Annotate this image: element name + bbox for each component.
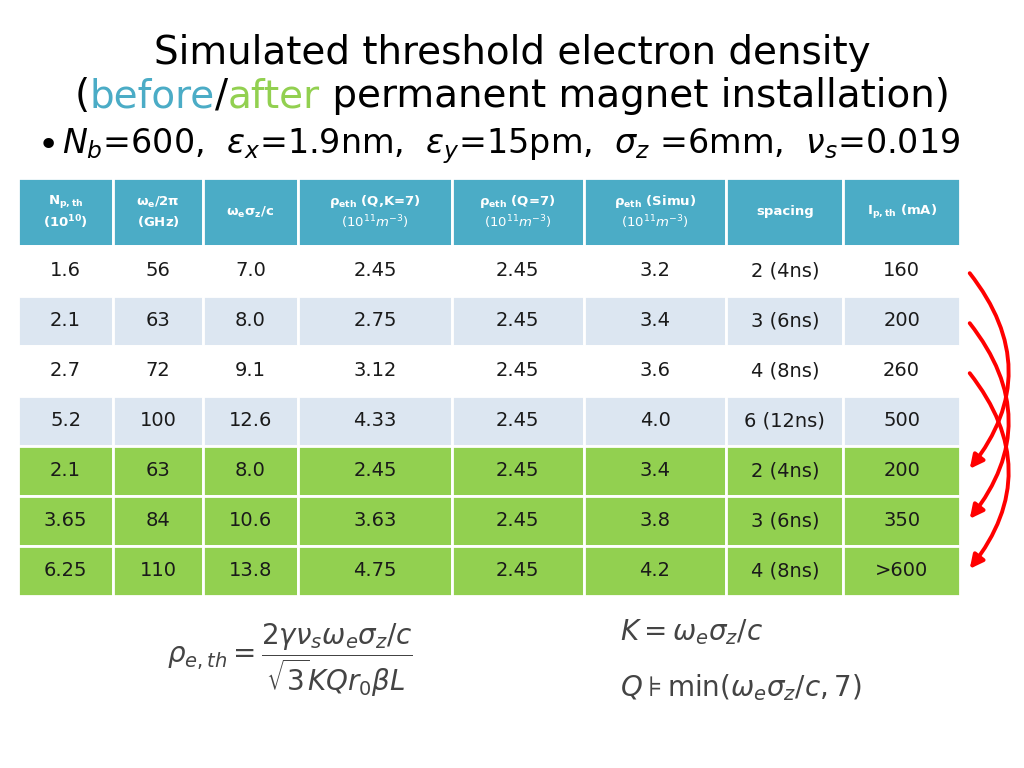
Text: 84: 84 [145,511,170,531]
Text: 8.0: 8.0 [236,312,266,330]
Text: 260: 260 [883,362,921,380]
Bar [584,496,726,546]
Text: 2.45: 2.45 [496,362,540,380]
Text: $N_b$=600,  $\varepsilon_x$=1.9nm,  $\varepsilon_y$=15pm,  $\sigma_z$ =6mm,  $\n: $N_b$=600, $\varepsilon_x$=1.9nm, $\vare… [62,126,961,166]
Bar [584,178,726,246]
Text: 350: 350 [883,511,921,531]
Bar [18,246,114,296]
Text: 2.45: 2.45 [353,261,396,280]
Text: /: / [215,77,227,115]
Text: after: after [227,77,319,115]
Text: 2.75: 2.75 [353,312,396,330]
Bar [452,178,584,246]
Text: 9.1: 9.1 [236,362,266,380]
Text: 200: 200 [883,312,920,330]
Text: (: ( [75,77,89,115]
Text: 4.2: 4.2 [640,561,671,581]
Text: 2.45: 2.45 [496,511,540,531]
Text: 1.6: 1.6 [50,261,81,280]
Text: before: before [89,77,215,115]
Bar [203,296,298,346]
Bar [843,246,959,296]
Text: 4 (8ns): 4 (8ns) [751,362,819,380]
Bar [726,496,843,546]
Text: 2.1: 2.1 [50,312,81,330]
Text: 3 (6ns): 3 (6ns) [751,312,819,330]
Bar [726,246,843,296]
Bar [203,546,298,596]
Text: 3.8: 3.8 [640,511,671,531]
Text: permanent magnet installation): permanent magnet installation) [319,77,949,115]
Text: 3.2: 3.2 [640,261,671,280]
Text: 2 (4ns): 2 (4ns) [751,261,819,280]
Bar [298,246,452,296]
Text: spacing: spacing [756,206,814,219]
Text: 63: 63 [145,462,170,481]
Bar [843,496,959,546]
Bar [18,446,114,496]
Text: 3.4: 3.4 [640,462,671,481]
Text: 6 (12ns): 6 (12ns) [744,412,825,431]
Bar [114,446,203,496]
Bar [298,446,452,496]
Text: 2 (4ns): 2 (4ns) [751,462,819,481]
Bar [203,346,298,396]
Bar [452,246,584,296]
Text: $K = \omega_e\sigma_z/c$: $K = \omega_e\sigma_z/c$ [620,617,763,647]
Text: $\mathbf{\rho_{eth}}$ (Simu)
$(10^{11}m^{-3})$: $\mathbf{\rho_{eth}}$ (Simu) $(10^{11}m^… [613,193,696,231]
Bar [203,446,298,496]
Text: 7.0: 7.0 [236,261,266,280]
Bar [114,346,203,396]
Bar [298,496,452,546]
Text: 12.6: 12.6 [228,412,272,431]
Text: 2.45: 2.45 [496,561,540,581]
Bar [452,446,584,496]
Text: 6.25: 6.25 [44,561,87,581]
Bar [452,296,584,346]
Text: 2.45: 2.45 [496,412,540,431]
Text: 3.4: 3.4 [640,312,671,330]
Bar [18,546,114,596]
Text: 63: 63 [145,312,170,330]
Bar [114,296,203,346]
Text: 2.7: 2.7 [50,362,81,380]
Text: 200: 200 [883,462,920,481]
Bar [843,296,959,346]
Bar [584,546,726,596]
Text: 500: 500 [883,412,921,431]
Bar [726,396,843,446]
Bar [843,446,959,496]
Bar [726,178,843,246]
Bar [726,346,843,396]
Text: $Q \models \min(\omega_e\sigma_z/c, 7)$: $Q \models \min(\omega_e\sigma_z/c, 7)$ [620,673,861,703]
Bar [18,396,114,446]
Bar [298,396,452,446]
Bar [584,446,726,496]
Text: 56: 56 [145,261,170,280]
Bar [726,546,843,596]
Text: Simulated threshold electron density: Simulated threshold electron density [154,34,870,72]
Bar [114,496,203,546]
Text: $\mathbf{\rho_{eth}}$ (Q=7)
$(10^{11}m^{-3})$: $\mathbf{\rho_{eth}}$ (Q=7) $(10^{11}m^{… [479,193,556,231]
Bar [203,496,298,546]
Bar [18,296,114,346]
Bar [584,396,726,446]
Bar [726,446,843,496]
Bar [114,546,203,596]
Bar [843,178,959,246]
Text: 5.2: 5.2 [50,412,81,431]
Bar [584,296,726,346]
Text: 2.1: 2.1 [50,462,81,481]
Text: 4.75: 4.75 [353,561,396,581]
Bar [298,296,452,346]
Text: 2.45: 2.45 [496,261,540,280]
Bar [584,246,726,296]
Text: 4.0: 4.0 [640,412,671,431]
Bar [298,346,452,396]
Text: >600: >600 [874,561,928,581]
Bar [452,346,584,396]
Text: $\mathbf{\omega_e\sigma_z/c}$: $\mathbf{\omega_e\sigma_z/c}$ [226,204,274,220]
Text: 3 (6ns): 3 (6ns) [751,511,819,531]
Text: 110: 110 [139,561,176,581]
Bar [18,346,114,396]
